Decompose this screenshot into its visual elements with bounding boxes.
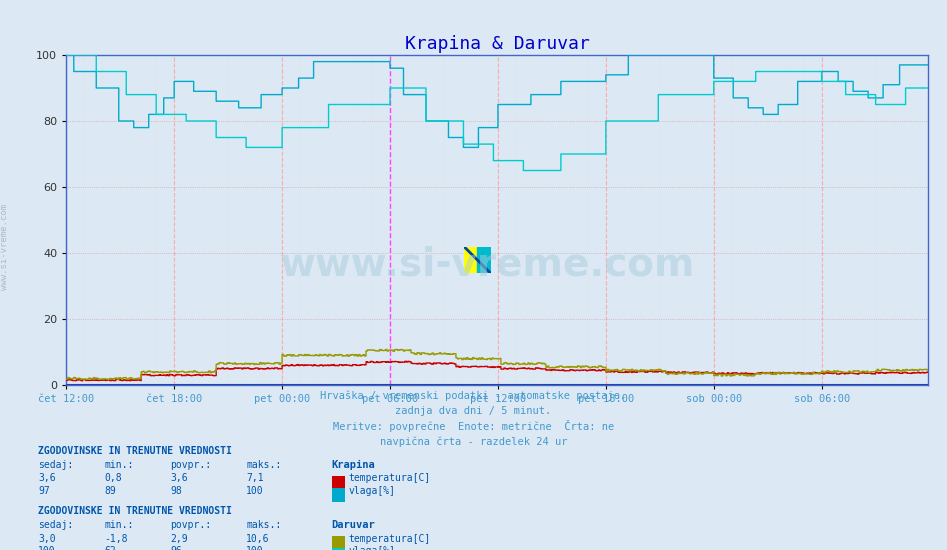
Text: sedaj:: sedaj: bbox=[38, 520, 73, 530]
Text: temperatura[C]: temperatura[C] bbox=[348, 473, 431, 483]
Text: 3,6: 3,6 bbox=[38, 473, 56, 483]
Text: 10,6: 10,6 bbox=[246, 534, 270, 544]
Text: navpična črta - razdelek 24 ur: navpična črta - razdelek 24 ur bbox=[380, 437, 567, 447]
Text: Hrvaška / vremenski podatki - avtomatske postaje.: Hrvaška / vremenski podatki - avtomatske… bbox=[320, 390, 627, 401]
Text: vlaga[%]: vlaga[%] bbox=[348, 486, 396, 496]
Text: 62: 62 bbox=[104, 546, 116, 550]
Title: Krapina & Daruvar: Krapina & Daruvar bbox=[404, 35, 590, 53]
Text: min.:: min.: bbox=[104, 520, 134, 530]
Text: Krapina: Krapina bbox=[331, 459, 375, 470]
Text: 0,8: 0,8 bbox=[104, 473, 122, 483]
Bar bbox=[464, 246, 477, 273]
Text: www.si-vreme.com: www.si-vreme.com bbox=[280, 245, 695, 283]
Text: Daruvar: Daruvar bbox=[331, 520, 375, 530]
Text: 96: 96 bbox=[170, 546, 182, 550]
Text: povpr.:: povpr.: bbox=[170, 459, 211, 470]
Text: 3,6: 3,6 bbox=[170, 473, 188, 483]
Text: 97: 97 bbox=[38, 486, 49, 496]
Text: sedaj:: sedaj: bbox=[38, 459, 73, 470]
Text: ZGODOVINSKE IN TRENUTNE VREDNOSTI: ZGODOVINSKE IN TRENUTNE VREDNOSTI bbox=[38, 506, 232, 516]
Text: 7,1: 7,1 bbox=[246, 473, 264, 483]
Bar bbox=[477, 246, 491, 273]
Text: 100: 100 bbox=[38, 546, 56, 550]
Text: 2,9: 2,9 bbox=[170, 534, 188, 544]
Text: 3,0: 3,0 bbox=[38, 534, 56, 544]
Text: zadnja dva dni / 5 minut.: zadnja dva dni / 5 minut. bbox=[396, 406, 551, 416]
Text: www.si-vreme.com: www.si-vreme.com bbox=[0, 205, 9, 290]
Text: 100: 100 bbox=[246, 486, 264, 496]
Text: maks.:: maks.: bbox=[246, 520, 281, 530]
Text: 89: 89 bbox=[104, 486, 116, 496]
Text: 100: 100 bbox=[246, 546, 264, 550]
Text: temperatura[C]: temperatura[C] bbox=[348, 534, 431, 544]
Text: povpr.:: povpr.: bbox=[170, 520, 211, 530]
Text: vlaga[%]: vlaga[%] bbox=[348, 546, 396, 550]
Text: Meritve: povprečne  Enote: metrične  Črta: ne: Meritve: povprečne Enote: metrične Črta:… bbox=[333, 420, 614, 432]
Text: maks.:: maks.: bbox=[246, 459, 281, 470]
Text: min.:: min.: bbox=[104, 459, 134, 470]
Text: ZGODOVINSKE IN TRENUTNE VREDNOSTI: ZGODOVINSKE IN TRENUTNE VREDNOSTI bbox=[38, 446, 232, 456]
Text: 98: 98 bbox=[170, 486, 182, 496]
Text: -1,8: -1,8 bbox=[104, 534, 128, 544]
